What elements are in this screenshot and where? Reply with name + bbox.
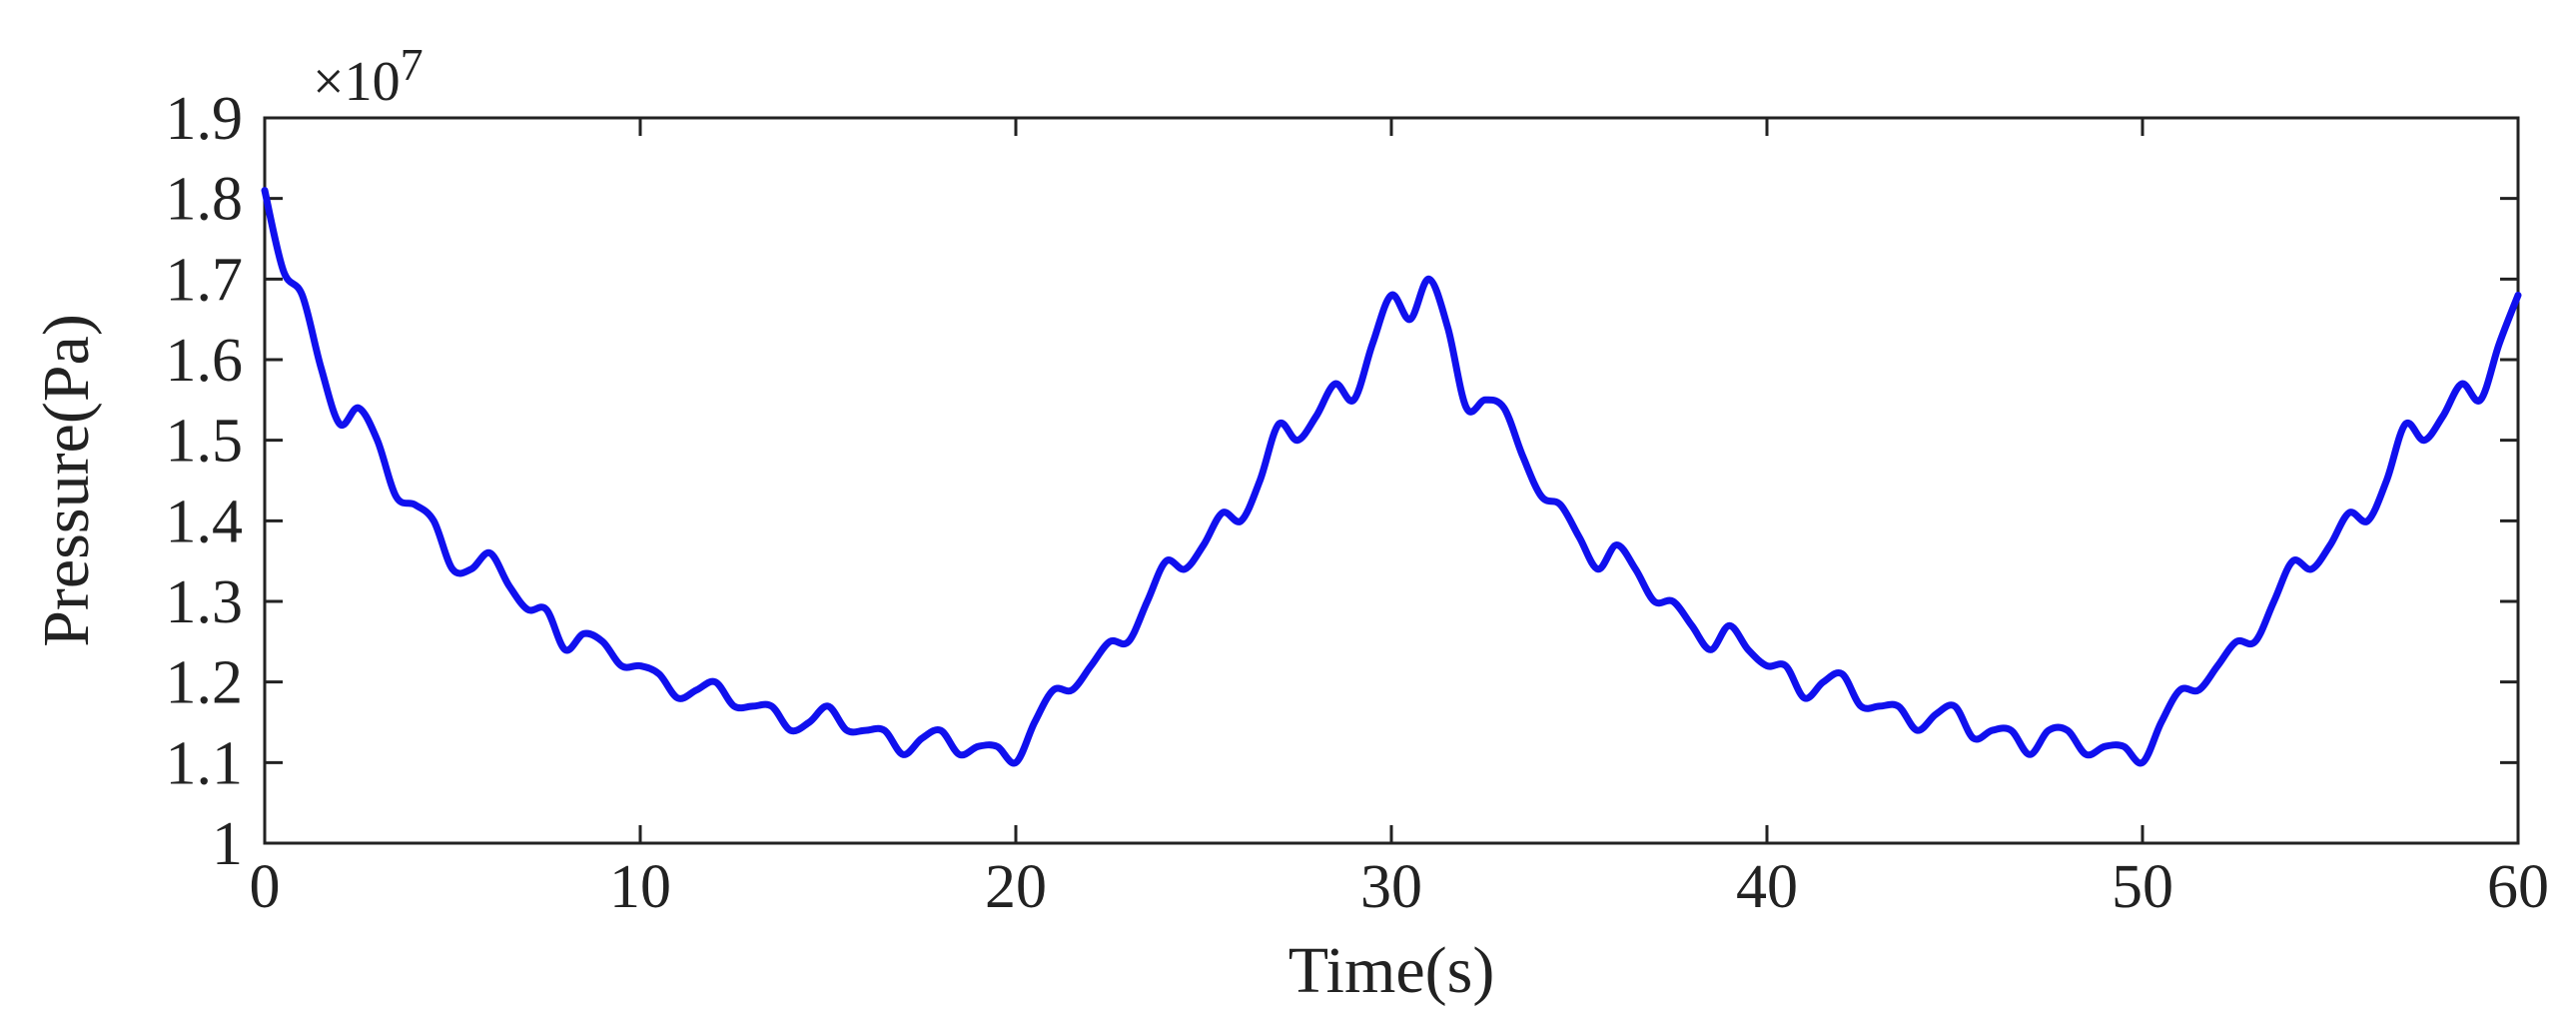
- x-axis-title: Time(s): [1288, 934, 1495, 1007]
- plot-frame: [263, 116, 2520, 845]
- x-tick-label: 0: [250, 853, 281, 921]
- y-tick-label: 1.5: [166, 408, 244, 476]
- x-tick-label: 50: [2112, 853, 2173, 921]
- y-tick-label: 1.4: [166, 488, 244, 555]
- y-tick-label: 1.6: [166, 327, 244, 395]
- x-tick-label: 10: [609, 853, 671, 921]
- y-tick-label: 1.1: [166, 729, 244, 797]
- pressure-series-line: [261, 187, 2522, 767]
- y-ticks: 1 1.1 1.2 1.3 1.4 1.5 1.6 1.7 1.8 1.9: [166, 85, 2518, 878]
- x-tick-label: 30: [1360, 853, 1422, 921]
- x-tick-label: 20: [985, 853, 1047, 921]
- y-axis-title: Pressure(Pa): [30, 314, 103, 647]
- y-tick-label: 1.8: [166, 166, 244, 234]
- x-ticks: 0 10 20 30 40 50 60: [250, 118, 2549, 921]
- x-tick-label: 60: [2487, 853, 2549, 921]
- x-tick-label: 40: [1736, 853, 1798, 921]
- y-tick-label: 1: [212, 810, 243, 878]
- y-tick-label: 1.3: [166, 568, 244, 636]
- y-multiplier-label: ×107: [313, 39, 424, 113]
- y-tick-label: 1.9: [166, 85, 244, 153]
- y-tick-label: 1.7: [166, 246, 244, 314]
- y-tick-label: 1.2: [166, 649, 244, 717]
